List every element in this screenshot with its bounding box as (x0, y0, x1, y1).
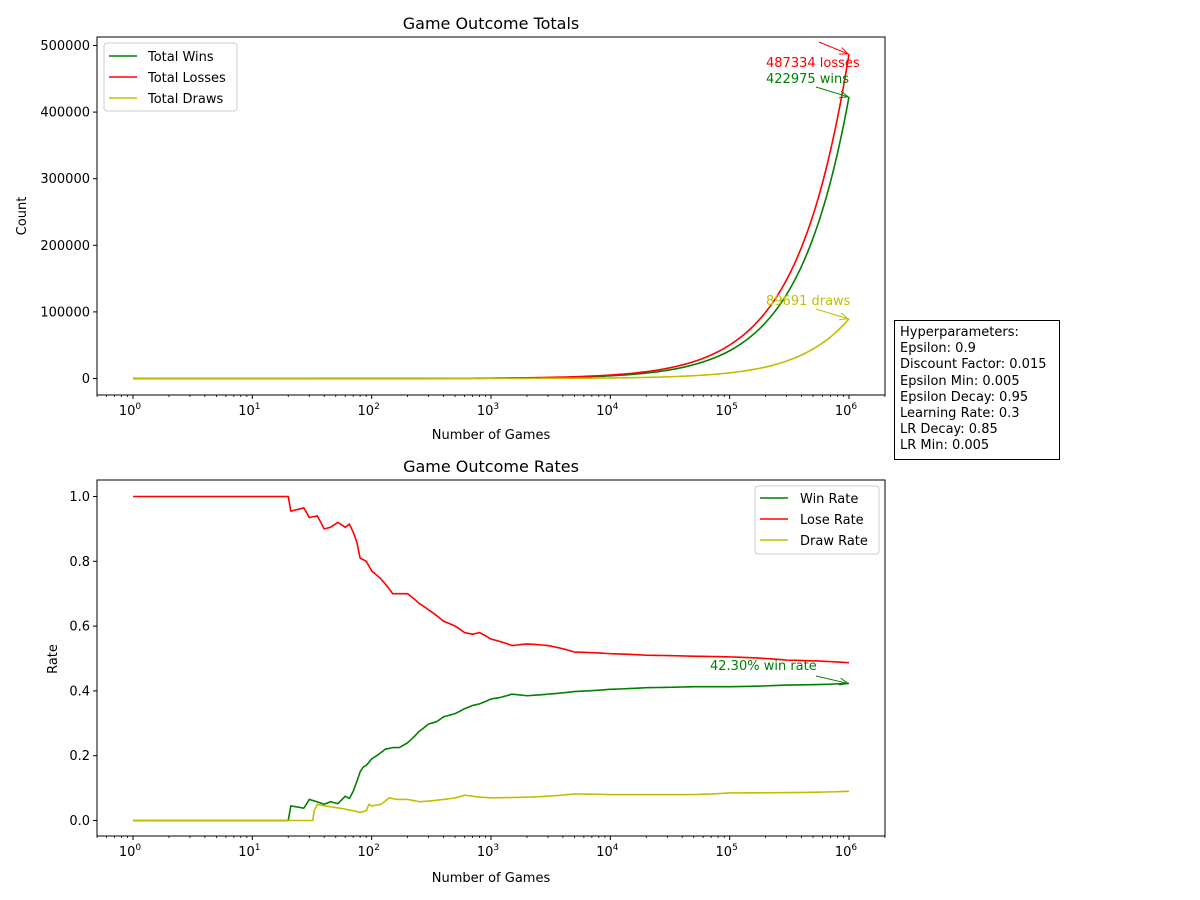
ytick-label: 1.0 (69, 490, 90, 505)
rates-xlabel: Number of Games (432, 871, 551, 886)
rates-title: Game Outcome Rates (403, 457, 579, 476)
hyperparameter-discount-factor: Discount Factor: 0.015 (900, 357, 1047, 373)
ytick-label: 500000 (40, 39, 90, 54)
xtick-label: 101 (238, 402, 260, 419)
xtick-label: 102 (358, 843, 380, 860)
ytick-label: 0 (82, 372, 90, 387)
hyperparameter-epsilon: Epsilon: 0.9 (900, 341, 976, 357)
annotation-label: 487334 losses (766, 56, 860, 71)
legend-label-draws: Total Draws (147, 92, 223, 107)
hyperparameters-box: Hyperparameters: Epsilon: 0.9 Discount F… (894, 320, 1060, 460)
legend-label-losses: Total Losses (147, 71, 226, 86)
hyperparameter-lr-min: LR Min: 0.005 (900, 438, 990, 454)
annotation-arrowhead (838, 47, 850, 55)
hyperparameter-learning-rate: Learning Rate: 0.3 (900, 406, 1020, 422)
xtick-label: 106 (835, 402, 858, 419)
annotation-arrow (815, 308, 849, 320)
totals-chart: Game Outcome Totals Number of Games Coun… (15, 14, 886, 443)
annotation-arrowhead (838, 90, 850, 99)
hyperparameter-epsilon-min: Epsilon Min: 0.005 (900, 373, 1020, 389)
ytick-label: 400000 (40, 106, 90, 121)
hyperparameter-lr-decay: LR Decay: 0.85 (900, 422, 998, 438)
annotation-arrowhead (839, 677, 850, 686)
xtick-label: 102 (358, 402, 380, 419)
legend-label-draw-rate: Draw Rate (800, 534, 868, 549)
rates-chart: Game Outcome Rates Number of Games Rate … (46, 457, 886, 886)
ytick-label: 100000 (40, 305, 90, 320)
xtick-label: 104 (596, 402, 619, 419)
hyperparameter-epsilon-decay: Epsilon Decay: 0.95 (900, 389, 1029, 405)
ytick-label: 0.4 (69, 684, 90, 699)
xtick-label: 104 (596, 843, 619, 860)
xtick-label: 105 (716, 402, 738, 419)
rates-legend: Win Rate Lose Rate Draw Rate (754, 485, 880, 555)
xtick-label: 100 (119, 843, 142, 860)
annotation-label: 422975 wins (766, 72, 849, 87)
annotation-label: 42.30% win rate (710, 659, 817, 674)
annotation-arrow (815, 675, 849, 684)
ytick-label: 0.6 (69, 620, 90, 635)
xtick-label: 106 (835, 843, 858, 860)
xtick-label: 103 (477, 402, 499, 419)
legend-label-wins: Total Wins (147, 50, 214, 65)
series-line-draw-rate (133, 790, 850, 822)
totals-ylabel: Count (15, 197, 30, 236)
xtick-label: 105 (716, 843, 738, 860)
series-line-win-rate (133, 682, 850, 822)
rates-legend-frame (754, 485, 880, 555)
hyperparameters-title: Hyperparameters: (900, 325, 1019, 340)
annotation-arrow (818, 41, 849, 55)
totals-legend: Total Wins Total Losses Total Draws (103, 42, 238, 112)
totals-xlabel: Number of Games (432, 428, 551, 443)
totals-legend-frame (103, 42, 238, 112)
ytick-label: 0.0 (69, 814, 90, 829)
xtick-label: 101 (238, 843, 260, 860)
annotation-label: 89691 draws (766, 294, 851, 309)
totals-title: Game Outcome Totals (403, 14, 580, 33)
ytick-label: 0.2 (69, 749, 90, 764)
legend-label-lose-rate: Lose Rate (800, 513, 864, 528)
annotation-arrow (815, 86, 849, 98)
series-line-draws (133, 318, 850, 380)
ytick-label: 200000 (40, 239, 90, 254)
legend-label-win-rate: Win Rate (800, 492, 858, 507)
ytick-label: 0.8 (69, 555, 90, 570)
ytick-label: 300000 (40, 172, 90, 187)
xtick-label: 103 (477, 843, 499, 860)
annotation-arrowhead (838, 312, 850, 321)
series-line-lose-rate (133, 495, 850, 664)
xtick-label: 100 (119, 402, 142, 419)
rates-ylabel: Rate (46, 644, 61, 674)
